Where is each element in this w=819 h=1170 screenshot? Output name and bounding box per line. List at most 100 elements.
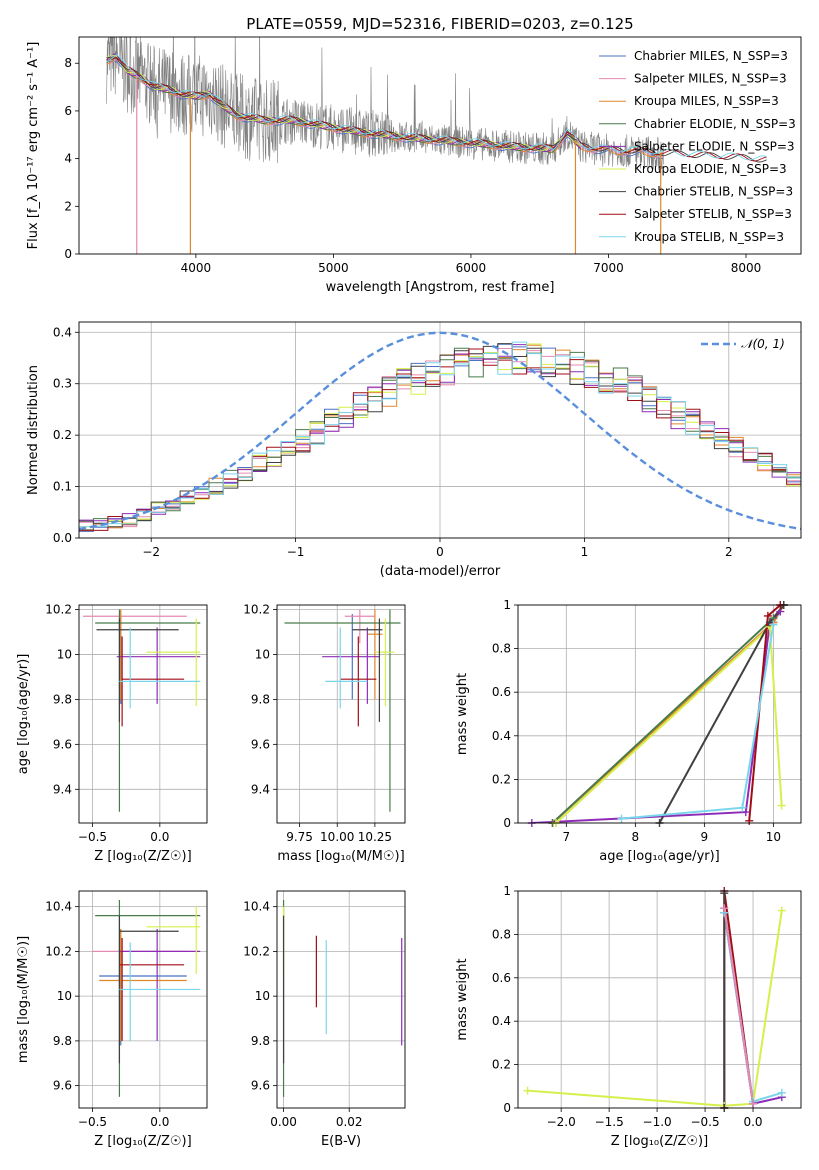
y-tick-label: 0.4 <box>492 729 511 743</box>
plot-area <box>277 891 405 1108</box>
x-tick-label: 10 <box>766 830 781 844</box>
figure-title: PLATE=0559, MJD=52316, FIBERID=0203, z=0… <box>246 15 633 33</box>
chart-panel-spectrum: 4000 5000 6000 7000 8000 0 2 4 6 8 wavelength [Ang… <box>26 36 802 295</box>
y-tick-label: 9.6 <box>53 1079 72 1093</box>
legend-entry: Kroupa MILES, N_SSP=3 <box>634 94 779 108</box>
y-tick-label: 8 <box>64 56 72 70</box>
y-tick-label: 10.2 <box>45 944 72 958</box>
x-tick-label: 7000 <box>593 261 624 275</box>
weight-marker-kroupa_elodie <box>777 801 786 810</box>
observed-spectrum <box>106 37 664 170</box>
x-tick-label: 10.00 <box>320 830 354 844</box>
x-tick-label: 2 <box>725 545 733 559</box>
weight-marker-salpeter_elodie <box>741 808 750 817</box>
y-tick-label: 9.4 <box>53 782 72 796</box>
legend-entry: Chabrier STELIB, N_SSP=3 <box>634 185 793 199</box>
y-tick-label: 10.2 <box>45 602 72 616</box>
x-tick-label: 0.02 <box>336 1115 363 1129</box>
weight-marker-salpeter_miles <box>720 904 729 913</box>
model-line-salpeter_stelib <box>106 57 767 162</box>
axes-frame <box>517 604 802 824</box>
axes-frame <box>78 890 208 1109</box>
y-tick-label: 9.6 <box>251 1079 270 1093</box>
y-tick-label: 0.6 <box>492 685 511 699</box>
x-tick-label: 0.00 <box>270 1115 297 1129</box>
y-axis-label: mass weight <box>455 958 470 1040</box>
weight-marker-salpeter_stelib <box>763 611 772 620</box>
plot-area <box>518 891 801 1108</box>
x-axis-label: Z [log₁₀(Z/Z☉)] <box>94 1134 191 1149</box>
y-tick-label: 9.8 <box>53 1034 72 1048</box>
x-axis-label: wavelength [Angstrom, rest frame] <box>326 280 555 295</box>
x-tick-label: 4000 <box>181 261 212 275</box>
x-axis-label: Z [log₁₀(Z/Z☉)] <box>611 1134 708 1149</box>
x-tick-label: 1 <box>581 545 589 559</box>
y-tick-label: 10 <box>255 647 270 661</box>
weight-line-kroupa_stelib <box>621 624 775 820</box>
chart-panel-ebv-mass: 0.00 0.02 9.6 9.8 10 10.2 10.4 E(B-V) <box>243 890 406 1149</box>
y-tick-label: 0 <box>64 247 72 261</box>
weight-marker-salpeter_stelib <box>745 816 754 825</box>
y-tick-label: 0.4 <box>53 325 72 339</box>
x-axis-label: (data-model)/error <box>380 564 501 579</box>
x-tick-label: 5000 <box>318 261 349 275</box>
x-tick-label: −2.0 <box>547 1115 576 1129</box>
x-tick-label: 8 <box>632 830 640 844</box>
y-axis-label: mass [log₁₀(M/M☉)] <box>16 936 31 1063</box>
x-tick-label: −1 <box>287 545 305 559</box>
y-tick-label: 10 <box>57 989 72 1003</box>
y-axis-label: mass weight <box>455 673 470 755</box>
x-tick-label: 9.75 <box>286 830 313 844</box>
chart-panel-z-mass: −0.5 0.0 9.6 9.8 10 10.2 10.4 Z [log₁₀(Z/Z☉)] ma… <box>16 890 208 1149</box>
plot-area <box>79 322 801 538</box>
legend-entry: Kroupa STELIB, N_SSP=3 <box>634 230 784 244</box>
weight-marker-kroupa_elodie <box>523 1086 532 1095</box>
y-tick-label: 10.2 <box>243 602 270 616</box>
x-tick-label: 6000 <box>456 261 487 275</box>
x-axis-label: mass [log₁₀(M/M☉)] <box>277 849 404 864</box>
y-tick-label: 9.8 <box>251 692 270 706</box>
y-tick-label: 9.8 <box>53 692 72 706</box>
y-tick-label: 4 <box>64 152 72 166</box>
y-tick-label: 0.4 <box>492 1014 511 1028</box>
y-tick-label: 6 <box>64 104 72 118</box>
legend-entry: Salpeter ELODIE, N_SSP=3 <box>634 139 795 153</box>
axes-frame <box>276 604 406 824</box>
y-tick-label: 0.0 <box>53 531 72 545</box>
y-tick-label: 9.4 <box>251 782 270 796</box>
y-tick-label: 2 <box>64 199 72 213</box>
legend: Chabrier MILES, N_SSP=3 Salpeter MILES, N… <box>599 49 796 244</box>
x-tick-label: −0.5 <box>690 1115 719 1129</box>
y-tick-label: 0 <box>503 816 511 830</box>
y-tick-label: 9.8 <box>251 1034 270 1048</box>
x-tick-label: 0.0 <box>743 1115 762 1129</box>
legend-entry: Salpeter MILES, N_SSP=3 <box>634 72 787 86</box>
y-tick-label: 10.4 <box>45 900 72 914</box>
axes-frame <box>517 890 802 1109</box>
x-tick-label: 7 <box>562 830 570 844</box>
y-tick-label: 0.2 <box>492 1058 511 1072</box>
y-tick-label: 10 <box>255 989 270 1003</box>
plot-area <box>79 605 207 823</box>
weight-marker-salpeter_miles <box>749 1099 758 1108</box>
weight-marker-kroupa_stelib <box>617 814 626 823</box>
x-tick-label: 0.0 <box>150 830 169 844</box>
weight-marker-chabrier_stelib <box>720 889 729 898</box>
y-tick-label: 10.2 <box>243 944 270 958</box>
legend-entry: Chabrier ELODIE, N_SSP=3 <box>634 117 796 131</box>
plot-area <box>518 605 801 823</box>
x-tick-label: 0.0 <box>150 1115 169 1129</box>
plot-area <box>79 891 207 1108</box>
weight-marker-kroupa_elodie <box>777 906 786 915</box>
x-tick-label: −0.5 <box>78 830 107 844</box>
chart-panel-z-age: −0.5 0.0 9.4 9.6 9.8 10 10.2 Z [log₁₀(Z/Z☉)] age… <box>16 602 208 864</box>
y-tick-label: 1 <box>503 598 511 612</box>
y-axis-label: age [log₁₀(age/yr)] <box>16 654 31 775</box>
axes-frame <box>78 36 802 255</box>
chart-panel-age-weight: 7 8 9 10 0 0.2 0.4 0.6 0.8 1 age [log₁₀(age/yr)] ma… <box>455 598 802 864</box>
x-tick-label: −0.5 <box>78 1115 107 1129</box>
axes-frame <box>276 890 406 1109</box>
y-tick-label: 1 <box>503 884 511 898</box>
weight-line-salpeter_miles <box>723 908 754 1104</box>
